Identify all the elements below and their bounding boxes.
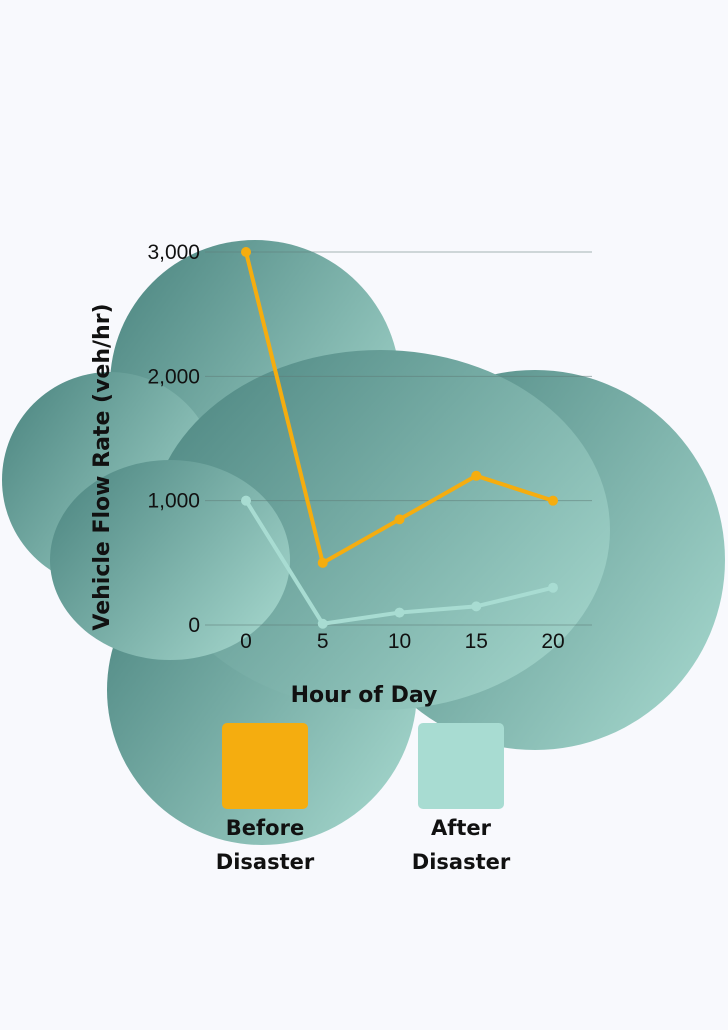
data-point-after-disaster — [317, 618, 328, 629]
y-axis-ticks: 0 1,000 2,000 3,000 — [147, 241, 200, 637]
y-tick-label: 1,000 — [147, 490, 200, 513]
x-tick-label: 20 — [541, 630, 564, 653]
x-axis-title: Hour of Day — [291, 683, 438, 708]
data-point-after-disaster — [548, 582, 558, 593]
data-point-before-disaster — [241, 247, 251, 257]
data-point-before-disaster — [471, 470, 482, 481]
data-point-before-disaster — [394, 514, 405, 525]
x-tick-label: 5 — [317, 630, 329, 653]
y-tick-label: 3,000 — [147, 241, 200, 264]
data-point-before-disaster — [317, 557, 328, 568]
legend-swatch-after — [418, 723, 504, 809]
data-point-after-disaster — [241, 495, 251, 506]
x-tick-label: 15 — [465, 630, 488, 653]
data-point-after-disaster — [471, 601, 482, 612]
y-tick-label: 0 — [188, 614, 200, 637]
x-tick-label: 10 — [388, 630, 411, 653]
data-point-after-disaster — [394, 607, 405, 618]
background-blob — [2, 240, 725, 845]
y-tick-label: 2,000 — [147, 365, 200, 388]
legend-label-before: Before Disaster — [215, 816, 315, 874]
series-lines — [241, 247, 558, 629]
x-tick-label: 0 — [240, 630, 252, 653]
legend-swatch-before — [222, 723, 308, 809]
legend-label-after: After Disaster — [411, 816, 511, 874]
data-point-before-disaster — [548, 495, 558, 506]
y-axis-title: Vehicle Flow Rate (veh/hr) — [90, 303, 115, 630]
gridlines — [205, 251, 592, 626]
x-axis-ticks: 0 5 10 15 20 — [240, 630, 565, 653]
